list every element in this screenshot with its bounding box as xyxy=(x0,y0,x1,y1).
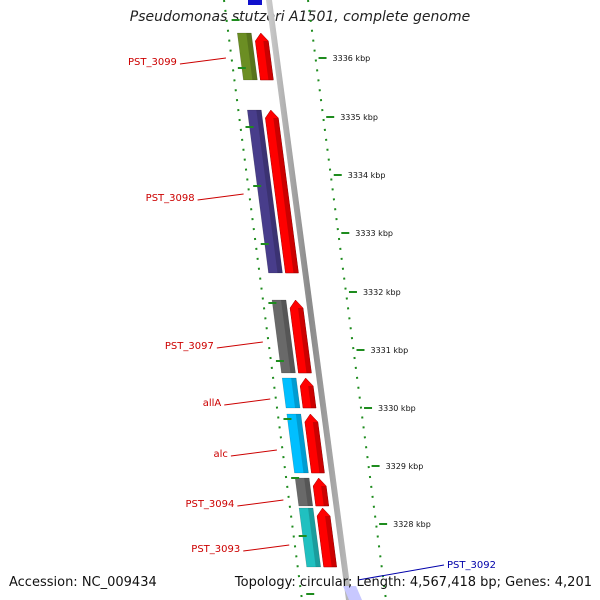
gene-label-line xyxy=(197,193,244,201)
scale-tick-label: 3330 kbp xyxy=(378,404,416,413)
gene-strand-arrow-shade xyxy=(325,516,337,567)
gene-strand-arrow xyxy=(265,109,299,274)
scale-tick-label: 3334 kbp xyxy=(348,171,386,180)
gene-category-bar xyxy=(286,413,309,474)
gene-category-bar xyxy=(294,477,314,507)
gene-strand-arrow xyxy=(289,299,312,374)
gene-strand-arrow-shade xyxy=(263,41,274,80)
gene-category-bar xyxy=(281,377,301,409)
gene-strand-arrow-shade xyxy=(312,422,325,473)
genome-backbone xyxy=(266,0,352,600)
figure-title: Pseudomonas stutzeri A1501, complete gen… xyxy=(129,9,471,25)
gene-label: PST_3099 xyxy=(128,57,177,68)
scale-tick-label: 3336 kbp xyxy=(333,54,371,63)
highlight-gene-label: PST_3092 xyxy=(447,560,496,571)
gene-category-bar-shade xyxy=(295,414,309,473)
gene-label-line xyxy=(224,398,271,406)
gene-label: PST_3093 xyxy=(191,544,240,555)
gene-category-bar xyxy=(271,299,296,374)
gene-strand-arrow-shade xyxy=(308,386,317,408)
gene-category-bar xyxy=(247,109,283,274)
top-gene-fragment[interactable] xyxy=(248,0,262,5)
scale-tick-label: 3331 kbp xyxy=(371,346,409,355)
gene-strand-arrow xyxy=(299,377,317,409)
accession-text: Accession: NC_009434 xyxy=(9,575,157,590)
scale-tick-label: 3333 kbp xyxy=(355,229,393,238)
gene-category-bar-shade xyxy=(256,110,283,273)
gene-pst_3097[interactable]: PST_3097 xyxy=(165,299,312,374)
gene-strand-arrow xyxy=(312,477,330,507)
scale-tick-label: 3329 kbp xyxy=(386,462,424,471)
gene-category-bar-shade xyxy=(281,300,296,373)
gene-pst_3099[interactable]: PST_3099 xyxy=(128,32,274,81)
gene-label: PST_3098 xyxy=(146,193,195,204)
gene-category-bar xyxy=(298,507,321,568)
gene-strand-arrow-shade xyxy=(273,118,299,273)
highlight-gene-fragment[interactable] xyxy=(343,586,362,600)
gene-strand-arrow xyxy=(255,32,274,81)
gene-pst_3093[interactable]: PST_3093 xyxy=(191,507,337,568)
gene-category-bar-shade xyxy=(308,508,321,567)
gene-strand-arrow-shade xyxy=(298,308,312,373)
gene-strand-arrow xyxy=(304,413,325,474)
gene-label-line xyxy=(237,499,284,507)
gene-pst_3098[interactable]: PST_3098 xyxy=(146,109,299,274)
gene-label-line xyxy=(230,449,277,457)
scale-tick-label: 3328 kbp xyxy=(393,520,431,529)
gene-label-line xyxy=(216,341,263,349)
outer-dotted-boundary xyxy=(307,0,387,600)
gene-category-bar-shade xyxy=(246,33,258,80)
scale-tick-label: 3335 kbp xyxy=(340,113,378,122)
gene-label: allA xyxy=(203,398,222,409)
inner-dotted-boundary xyxy=(223,0,303,600)
highlight-gene-label-line xyxy=(357,564,445,581)
gene-alla[interactable]: allA xyxy=(203,377,317,409)
gene-label: PST_3094 xyxy=(185,499,234,510)
gene-strand-arrow-shade xyxy=(321,486,329,506)
gene-label: alc xyxy=(213,449,227,460)
genome-summary-text: Topology: circular; Length: 4,567,418 bp… xyxy=(234,575,592,590)
gene-strand-arrow xyxy=(316,507,337,568)
gene-pst_3094[interactable]: PST_3094 xyxy=(185,477,330,510)
gene-label: PST_3097 xyxy=(165,341,214,352)
gene-label-line xyxy=(179,57,226,65)
gene-category-bar-shade xyxy=(304,478,313,506)
scale-tick-label: 3332 kbp xyxy=(363,288,401,297)
gene-category-bar-shade xyxy=(291,378,301,408)
gene-alc[interactable]: alc xyxy=(213,413,325,474)
gene-label-line xyxy=(243,544,290,552)
